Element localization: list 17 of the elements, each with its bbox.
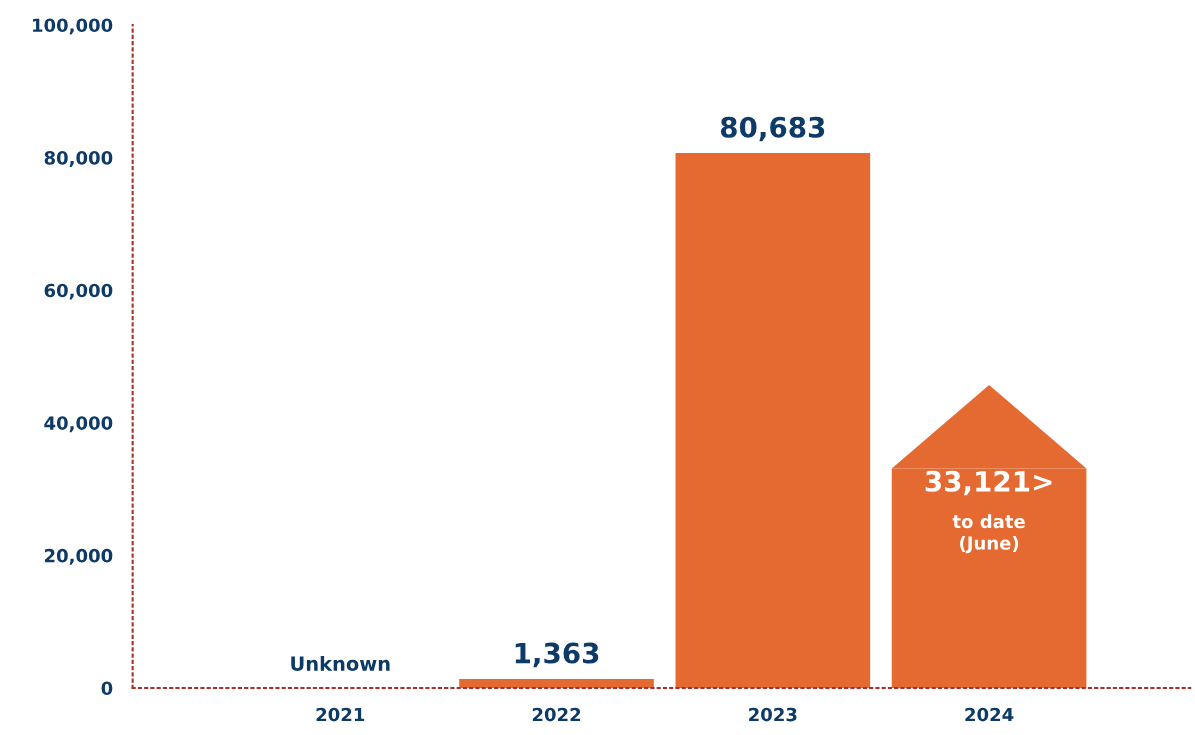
x-tick-label: 2022 (532, 707, 581, 722)
x-tick-label: 2024 (965, 707, 1014, 722)
text: Unknown (291, 655, 390, 671)
annotation: to date (June) (952, 514, 1025, 554)
y-tick-label: 100,000 (33, 18, 113, 35)
y-tick-label: 20,000 (44, 548, 113, 565)
bar (675, 153, 871, 688)
bar (459, 678, 654, 688)
y-tick-label: 60,000 (44, 283, 113, 300)
x-tick-label: 2021 (316, 707, 365, 722)
data-label: 1,363 (515, 642, 599, 668)
y-tick-label: 80,000 (44, 151, 113, 168)
data-label: 33,121> (925, 470, 1052, 496)
y-tick-label: 40,000 (44, 416, 113, 433)
y-tick-label: 0 (101, 681, 113, 696)
data-label: 80,683 (720, 116, 825, 142)
x-tick-label: 2023 (749, 707, 797, 722)
